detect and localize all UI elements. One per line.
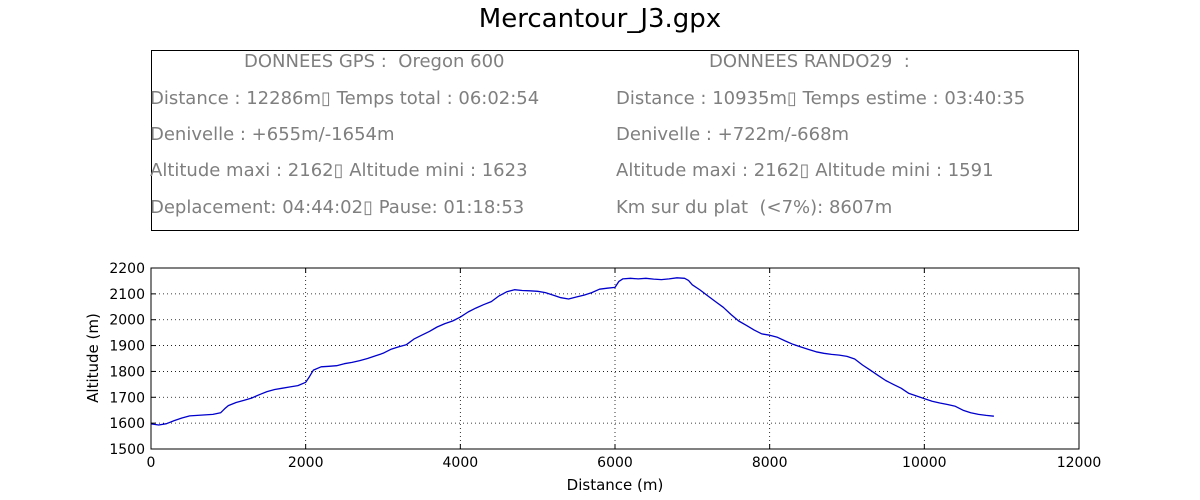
y-tick-label: 1500 — [109, 442, 145, 458]
rando-line-distance: Distance : 10935m▯ Temps estime : 03:40:… — [616, 88, 1026, 109]
x-axis-label: Distance (m) — [567, 476, 664, 494]
gps-line-altitude: Altitude maxi : 2162▯ Altitude mini : 16… — [150, 160, 528, 181]
altitude-profile-line — [150, 277, 994, 426]
x-tick-label: 4000 — [443, 455, 479, 471]
rando-header: DONNEES RANDO29 : — [709, 51, 910, 72]
page-title: Mercantour_J3.gpx — [478, 4, 722, 34]
y-tick-label: 2000 — [109, 313, 145, 329]
y-tick-label: 1800 — [109, 364, 145, 380]
x-tick-label: 10000 — [902, 455, 947, 471]
x-tick-label: 0 — [147, 455, 156, 471]
rando-line-denivelle: Denivelle : +722m/-668m — [616, 124, 850, 145]
x-tick-label: 12000 — [1057, 455, 1102, 471]
gps-line-distance: Distance : 12286m▯ Temps total : 06:02:5… — [150, 88, 540, 109]
rando-line-plat: Km sur du plat (<7%): 8607m — [616, 197, 893, 218]
y-tick-label: 1700 — [109, 390, 145, 406]
gps-line-deplacement: Deplacement: 04:44:02▯ Pause: 01:18:53 — [150, 197, 525, 218]
plot-frame — [150, 267, 1080, 450]
y-tick-label: 2100 — [109, 287, 145, 303]
x-tick-label: 6000 — [597, 455, 633, 471]
gps-line-denivelle: Denivelle : +655m/-1654m — [150, 124, 395, 145]
y-tick-label: 1900 — [109, 339, 145, 355]
x-tick-label: 8000 — [752, 455, 788, 471]
y-tick-label: 2200 — [109, 261, 145, 277]
info-box: DONNEES GPS : Oregon 600 Distance : 1228… — [150, 50, 1079, 231]
x-tick-label: 2000 — [288, 455, 324, 471]
grid-lines — [151, 268, 1079, 449]
y-tick-label: 1600 — [109, 416, 145, 432]
y-axis-label: Altitude (m) — [84, 313, 102, 403]
ticks-layer: 0 2000 4000 6000 8000 10000 12000 1500 1600 1700 1… — [109, 261, 1101, 471]
series-layer — [150, 277, 994, 426]
gps-header: DONNEES GPS : Oregon 600 — [244, 51, 505, 72]
rando-line-altitude: Altitude maxi : 2162▯ Altitude mini : 15… — [616, 160, 994, 181]
